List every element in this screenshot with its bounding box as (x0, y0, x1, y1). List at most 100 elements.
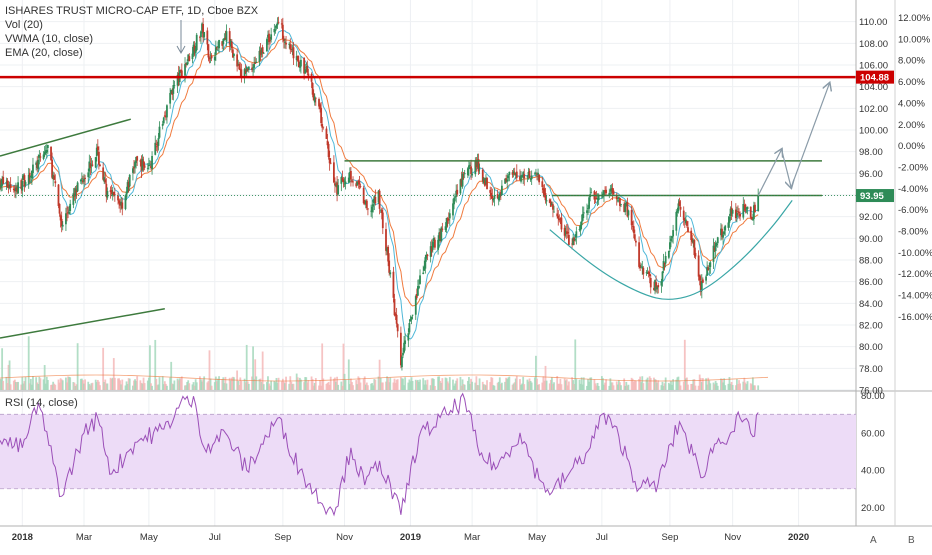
volume-bar (187, 380, 190, 390)
volume-bar (318, 385, 320, 390)
candle (9, 177, 12, 192)
volume-bar (23, 381, 26, 390)
candle (251, 62, 253, 73)
volume-bar (177, 380, 180, 390)
volume-bar (705, 378, 707, 390)
candle (321, 117, 324, 133)
candle (325, 126, 328, 140)
volume-bar (156, 385, 159, 390)
candle (664, 251, 667, 268)
candle (194, 42, 197, 59)
volume-bar (166, 385, 168, 390)
candle (156, 141, 159, 153)
candle (336, 176, 338, 202)
volume-bar (229, 380, 232, 390)
volume-bar (373, 379, 376, 390)
volume-bar (529, 380, 532, 390)
candle (240, 63, 243, 83)
volume-bar (559, 378, 562, 390)
candle (445, 217, 448, 233)
volume-bar (538, 384, 541, 390)
volume-bar (438, 376, 441, 390)
volume-bar (454, 383, 457, 390)
candle (24, 180, 27, 188)
candle (343, 177, 346, 188)
candle (687, 220, 689, 233)
candle (751, 213, 754, 221)
candle (127, 177, 130, 193)
volume-bar (641, 376, 644, 390)
candle (188, 53, 191, 62)
volume-bar (415, 380, 418, 390)
volume-bar (28, 383, 31, 390)
volume-bar (320, 385, 323, 390)
volume-bar (678, 380, 681, 390)
candle (470, 159, 472, 180)
volume-bar (119, 380, 122, 390)
x-tick-label: 2018 (12, 532, 33, 543)
candle (283, 35, 285, 49)
volume-bar (246, 381, 249, 390)
volume-bar (743, 377, 746, 390)
volume-bar (409, 381, 412, 390)
volume-bar (106, 383, 109, 390)
candle (162, 116, 165, 125)
volume-bar (207, 381, 210, 390)
volume-bar (22, 383, 25, 390)
volume-bar (582, 377, 585, 390)
candle (734, 203, 737, 222)
candle (529, 178, 532, 182)
price-tick-label: 104.00 (859, 82, 888, 93)
candle (355, 180, 358, 188)
volume-bar (96, 379, 99, 390)
log-scale-toggle[interactable]: B (908, 535, 915, 546)
candle (222, 38, 225, 51)
candle (39, 152, 42, 162)
volume-bar (59, 378, 62, 390)
candle (328, 150, 331, 171)
candle (604, 186, 606, 196)
candle (17, 176, 19, 195)
candle (31, 170, 33, 185)
candle (296, 55, 299, 62)
candle (410, 316, 413, 325)
volume-bar (620, 385, 622, 390)
candle (35, 160, 38, 171)
candle (53, 172, 56, 181)
marker-arrow-head (176, 45, 186, 55)
candle (254, 56, 257, 64)
candle (104, 171, 107, 185)
candle (720, 223, 722, 241)
volume-bar (341, 385, 344, 390)
percent-tick-label: 4.00% (898, 98, 925, 109)
volume-bar (486, 380, 488, 390)
candle (394, 312, 397, 320)
auto-scale-toggle[interactable]: A (870, 535, 877, 546)
volume-bar (523, 384, 526, 390)
candle (444, 222, 447, 233)
price-tick-label: 100.00 (859, 126, 888, 137)
candle (218, 39, 220, 54)
volume-bar (683, 339, 686, 390)
volume-bar (43, 365, 46, 390)
candle (714, 240, 717, 259)
candle (244, 64, 247, 75)
candle (111, 186, 114, 201)
volume-bar (188, 383, 191, 390)
candle (538, 174, 541, 185)
volume-bar (240, 380, 243, 390)
volume-bar (492, 385, 495, 390)
volume-bar (280, 381, 283, 390)
ema-line (0, 38, 759, 307)
volume-bar (222, 377, 225, 390)
candle (701, 277, 704, 284)
volume-bar (191, 384, 194, 390)
volume-bar (647, 382, 650, 390)
volume-bar (498, 377, 501, 390)
volume-bar (401, 378, 403, 390)
volume-bar (83, 383, 85, 390)
rsi-line (0, 392, 759, 517)
volume-bar (155, 378, 158, 390)
volume-bar (355, 380, 358, 390)
